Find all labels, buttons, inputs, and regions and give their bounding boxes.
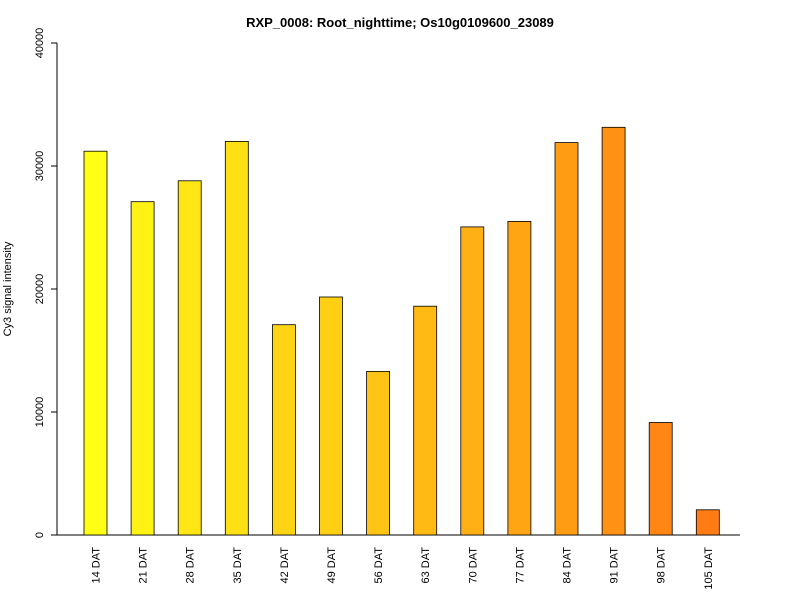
bars [83, 126, 720, 536]
y-tick-label: 20000 [34, 274, 46, 305]
x-tick-label: 91 DAT [609, 547, 621, 584]
x-tick-label: 77 DAT [514, 547, 526, 584]
y-tick-label: 40000 [34, 28, 46, 59]
bar [695, 509, 720, 536]
bar [366, 370, 391, 536]
x-tick-labels: 14 DAT 21 DAT 28 DAT 35 DAT 42 DAT 49 DAT 56 D… [91, 547, 715, 590]
x-tick-label: 84 DAT [562, 547, 574, 584]
x-tick-label: 14 DAT [91, 547, 103, 584]
y-axis: 0 10000 20000 30000 40000 [34, 28, 58, 538]
y-axis-label: Cy3 signal intensity [2, 241, 14, 336]
bar [130, 201, 155, 536]
x-tick-label: 28 DAT [185, 547, 197, 584]
y-tick-label: 30000 [34, 151, 46, 182]
bar [177, 180, 202, 536]
bar [554, 142, 579, 536]
bar [319, 296, 343, 536]
y-tick-label: 0 [34, 532, 46, 538]
bar [271, 324, 296, 536]
x-tick-label: 98 DAT [656, 547, 668, 584]
x-tick-label: 70 DAT [467, 547, 479, 584]
x-tick-label: 63 DAT [420, 547, 432, 584]
bar [460, 226, 485, 536]
bar [413, 305, 438, 536]
bar [507, 220, 532, 536]
x-tick-label: 42 DAT [279, 547, 291, 584]
x-tick-label: 21 DAT [138, 547, 150, 584]
chart-title: RXP_0008: Root_nighttime; Os10g0109600_2… [246, 15, 554, 30]
bar [224, 140, 249, 536]
x-tick-label: 105 DAT [703, 547, 715, 590]
x-tick-label: 35 DAT [232, 547, 244, 584]
y-tick-label: 10000 [34, 397, 46, 428]
bar [83, 150, 108, 536]
x-tick-label: 49 DAT [326, 547, 338, 584]
bar [601, 126, 626, 536]
x-tick-label: 56 DAT [373, 547, 385, 584]
bar [648, 422, 673, 536]
